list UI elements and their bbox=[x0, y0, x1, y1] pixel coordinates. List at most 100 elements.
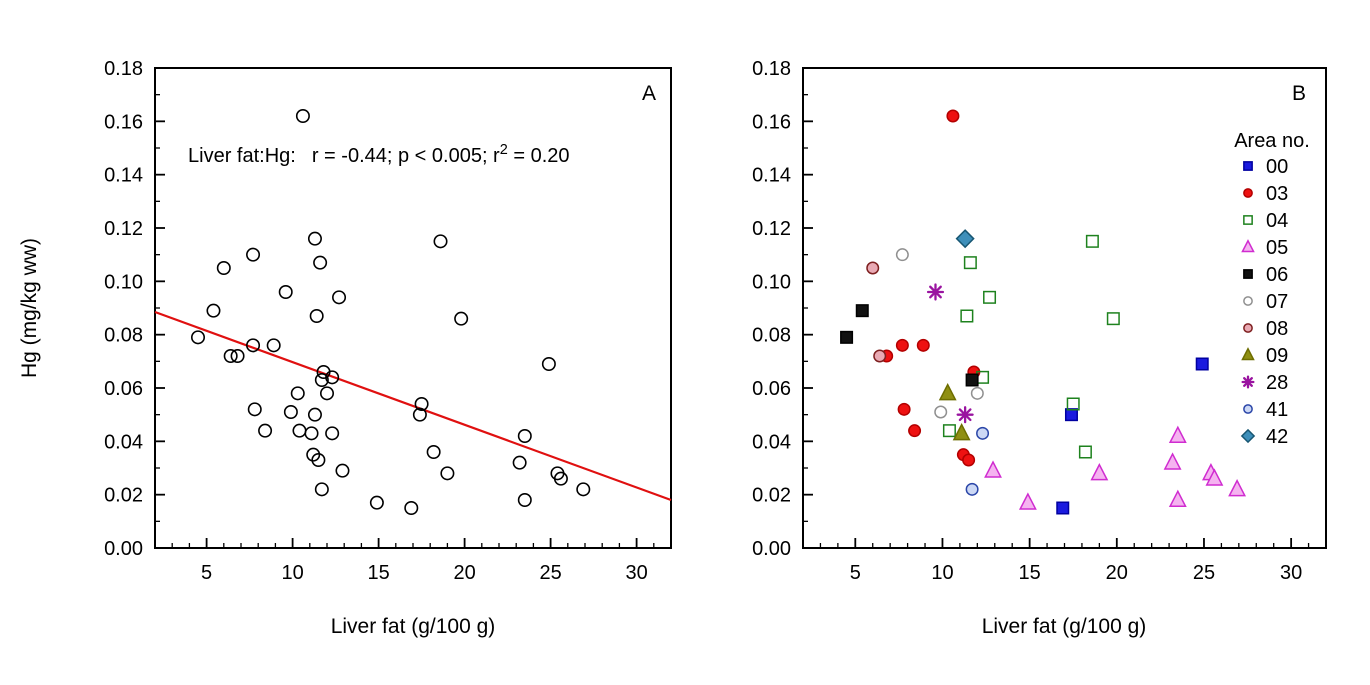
legend-marker-41 bbox=[1243, 404, 1253, 414]
x-tick-label: 30 bbox=[625, 562, 647, 584]
data-point bbox=[369, 495, 384, 510]
data-point bbox=[230, 348, 245, 363]
legend-label-03: 03 bbox=[1266, 183, 1288, 205]
data-point-area-41 bbox=[976, 426, 990, 440]
panel-a: 5 10 15 20 25 30 0.00 0.02 0.04 0.06 0.08 0.10 0.12 0… bbox=[18, 58, 672, 638]
data-point-area-07 bbox=[895, 248, 909, 262]
y-tick-label: 0.08 bbox=[752, 325, 791, 347]
data-point bbox=[307, 231, 322, 246]
panel-b-ticks: 5 10 15 20 25 30 0.00 0.02 0.04 0.06 0.08 0.10 0.12 0… bbox=[752, 58, 1310, 584]
legend-marker-05 bbox=[1241, 239, 1255, 253]
y-tick-label: 0.12 bbox=[752, 218, 791, 240]
x-tick-label: 25 bbox=[1193, 562, 1215, 584]
panel-b-data-points bbox=[840, 109, 1247, 515]
data-point-area-00 bbox=[1056, 501, 1070, 515]
data-point bbox=[278, 284, 293, 299]
data-point-area-03 bbox=[908, 424, 922, 438]
data-point-area-04 bbox=[1078, 445, 1092, 459]
legend-label-09: 09 bbox=[1266, 345, 1288, 367]
legend-label-42: 42 bbox=[1266, 426, 1288, 448]
y-tick-label: 0.02 bbox=[752, 485, 791, 507]
data-point bbox=[283, 404, 298, 419]
x-tick-label: 10 bbox=[931, 562, 953, 584]
data-point-area-04 bbox=[942, 424, 956, 438]
x-tick-label: 20 bbox=[453, 562, 475, 584]
data-point-area-09 bbox=[938, 383, 957, 401]
data-point-area-03 bbox=[946, 109, 960, 123]
data-point bbox=[433, 234, 448, 249]
panel-b-x-axis-label: Liver fat (g/100 g) bbox=[982, 615, 1147, 638]
legend-items: 00 03 04 05 06 07 08 09 28 41 42 bbox=[1240, 156, 1288, 448]
data-point bbox=[454, 311, 469, 326]
data-point-area-06 bbox=[965, 373, 979, 387]
data-point-area-07 bbox=[970, 386, 984, 400]
data-point-area-41 bbox=[965, 482, 979, 496]
legend-marker-09 bbox=[1241, 347, 1255, 361]
data-point-area-05 bbox=[1228, 479, 1247, 497]
x-tick-label: 20 bbox=[1106, 562, 1128, 584]
data-point bbox=[517, 492, 532, 507]
legend-marker-28 bbox=[1243, 377, 1253, 387]
data-point bbox=[576, 482, 591, 497]
data-point-area-06 bbox=[855, 304, 869, 318]
legend-label-06: 06 bbox=[1266, 264, 1288, 286]
data-point bbox=[307, 407, 322, 422]
y-tick-label: 0.18 bbox=[104, 58, 143, 80]
panel-a-x-axis-label: Liver fat (g/100 g) bbox=[331, 615, 496, 638]
y-tick-label: 0.12 bbox=[104, 218, 143, 240]
panel-a-data-points bbox=[191, 109, 591, 515]
data-point-area-04 bbox=[963, 256, 977, 270]
data-point bbox=[332, 290, 347, 305]
data-point bbox=[247, 402, 262, 417]
x-tick-label: 5 bbox=[850, 562, 861, 584]
panel-a-letter: A bbox=[642, 82, 656, 105]
data-point bbox=[325, 370, 340, 385]
regression-line bbox=[154, 310, 672, 502]
y-tick-label: 0.00 bbox=[104, 538, 143, 560]
data-point-area-05 bbox=[1205, 468, 1224, 486]
data-point bbox=[246, 338, 261, 353]
data-point-area-03 bbox=[962, 453, 976, 467]
data-point bbox=[440, 466, 455, 481]
data-point bbox=[313, 255, 328, 270]
data-point-area-06 bbox=[840, 330, 854, 344]
x-tick-label: 10 bbox=[281, 562, 303, 584]
y-tick-label: 0.04 bbox=[104, 431, 143, 453]
data-point bbox=[314, 372, 329, 387]
data-point-area-28 bbox=[958, 408, 972, 422]
data-point-area-00 bbox=[1064, 408, 1078, 422]
data-point bbox=[292, 423, 307, 438]
data-point-area-09 bbox=[952, 423, 971, 441]
data-point bbox=[216, 260, 231, 275]
legend-marker-42 bbox=[1240, 428, 1256, 444]
data-point bbox=[223, 348, 238, 363]
data-point-area-03 bbox=[916, 338, 930, 352]
data-point-area-08 bbox=[866, 261, 880, 275]
data-point bbox=[290, 386, 305, 401]
data-point-area-05 bbox=[1018, 492, 1037, 510]
data-point-area-04 bbox=[1085, 234, 1099, 248]
data-point bbox=[512, 455, 527, 470]
data-point-area-04 bbox=[1106, 312, 1120, 326]
y-tick-label: 0.10 bbox=[104, 271, 143, 293]
data-point bbox=[246, 247, 261, 262]
y-tick-label: 0.02 bbox=[104, 485, 143, 507]
data-point bbox=[311, 452, 326, 467]
data-point bbox=[258, 423, 273, 438]
data-point-area-04 bbox=[960, 309, 974, 323]
data-point bbox=[314, 482, 329, 497]
legend-label-04: 04 bbox=[1266, 210, 1288, 232]
data-point bbox=[306, 447, 321, 462]
x-tick-label: 25 bbox=[539, 562, 561, 584]
data-point-area-00 bbox=[1195, 357, 1209, 371]
panel-a-frame bbox=[154, 67, 672, 549]
legend-label-05: 05 bbox=[1266, 237, 1288, 259]
data-point bbox=[295, 109, 310, 124]
data-point-area-42 bbox=[955, 229, 975, 249]
data-point bbox=[206, 303, 221, 318]
legend-marker-07 bbox=[1243, 296, 1253, 306]
data-point-area-03 bbox=[895, 338, 909, 352]
y-tick-label: 0.00 bbox=[752, 538, 791, 560]
